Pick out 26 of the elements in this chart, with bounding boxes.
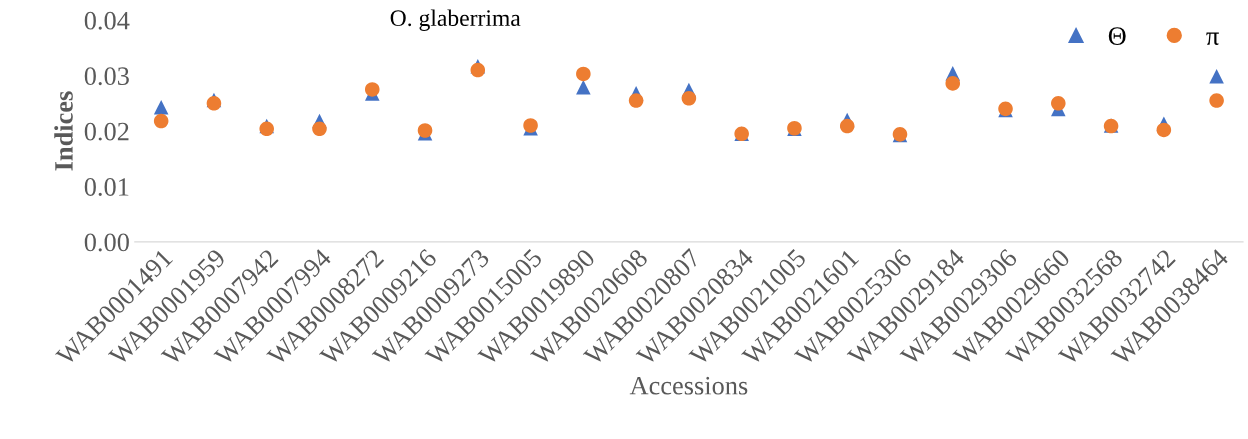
point	[1156, 122, 1172, 138]
chart-title: O. glaberrima	[390, 9, 521, 31]
point	[1209, 68, 1224, 84]
point	[470, 62, 486, 78]
y-tick-label: 0.03	[84, 67, 129, 86]
point	[364, 82, 380, 97]
point	[1051, 96, 1066, 111]
point	[576, 79, 591, 95]
point	[576, 66, 591, 82]
y-tick-label: 0.02	[84, 122, 129, 141]
y-tick-label: 0.00	[84, 233, 129, 252]
point	[628, 93, 644, 108]
point	[206, 96, 222, 111]
point	[153, 99, 169, 115]
point	[1209, 93, 1224, 108]
y-axis-title: Indices	[54, 91, 73, 171]
y-tick-label: 0.01	[84, 178, 129, 196]
point	[945, 76, 961, 91]
point	[153, 113, 169, 129]
point	[312, 121, 327, 137]
legend-label: Θ	[1108, 27, 1126, 45]
legend-label: π	[1206, 32, 1219, 45]
x-axis-title: Accessions	[629, 376, 748, 395]
point	[839, 118, 855, 134]
y-tick-label: 0.04	[84, 11, 130, 30]
point	[681, 91, 697, 106]
